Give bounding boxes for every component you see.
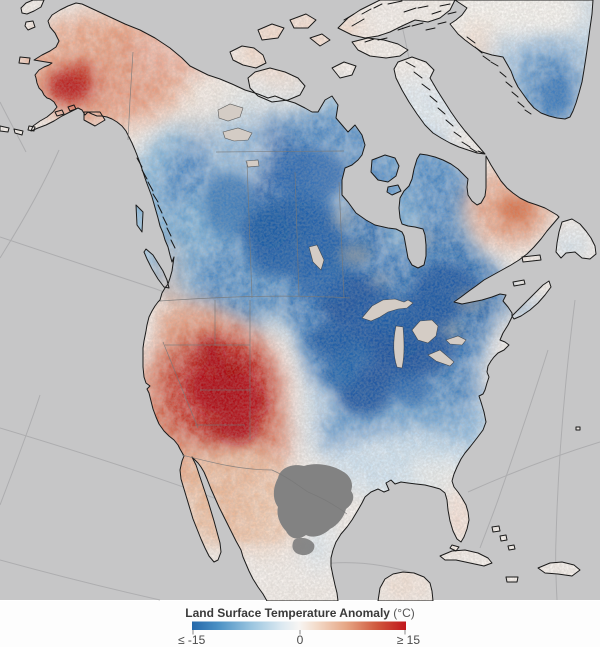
svg-text:≤ -15: ≤ -15 — [178, 633, 206, 647]
svg-text:Land Surface Temperature Anoma: Land Surface Temperature Anomaly (°C) — [185, 606, 415, 620]
svg-text:≥ 15: ≥ 15 — [397, 633, 421, 647]
svg-text:0: 0 — [297, 633, 304, 647]
